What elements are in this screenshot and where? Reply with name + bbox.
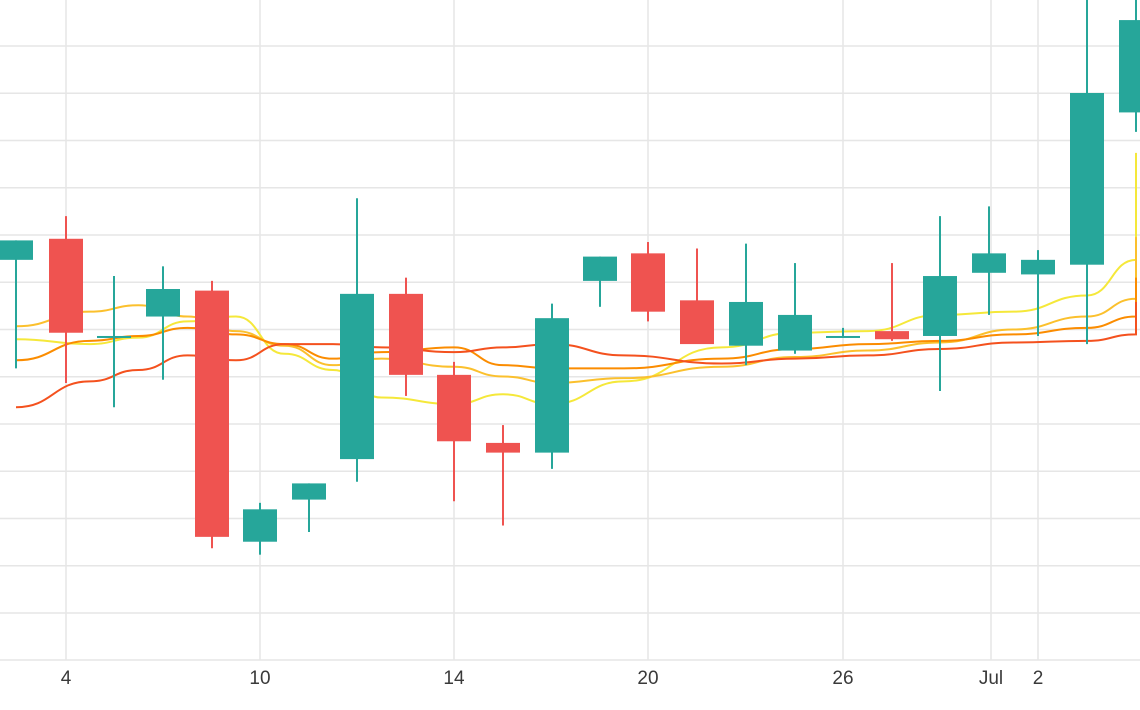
candle bbox=[875, 263, 909, 341]
x-tick-label: 26 bbox=[832, 668, 853, 689]
candle bbox=[97, 276, 131, 408]
candle-body bbox=[875, 331, 909, 340]
x-tick-label: 10 bbox=[249, 668, 270, 689]
candle bbox=[923, 216, 957, 392]
moving-average-lines bbox=[15, 152, 1138, 409]
candle bbox=[146, 266, 180, 380]
candle bbox=[486, 425, 520, 526]
candle-body bbox=[631, 253, 665, 312]
candle-body bbox=[826, 335, 860, 338]
moving-average-line bbox=[15, 237, 1137, 384]
candles bbox=[0, 0, 1140, 555]
candle bbox=[0, 240, 33, 369]
candle bbox=[826, 327, 860, 338]
candle-body bbox=[195, 290, 229, 537]
candle-body bbox=[972, 253, 1006, 273]
candle-body bbox=[97, 335, 131, 338]
candle-body bbox=[437, 374, 471, 442]
candle-body bbox=[778, 314, 812, 351]
x-tick-label: 20 bbox=[637, 668, 658, 689]
candle bbox=[292, 483, 326, 532]
candle bbox=[535, 303, 569, 469]
candle-body bbox=[1021, 259, 1055, 275]
candle-body bbox=[1119, 20, 1140, 113]
candle-body bbox=[146, 289, 180, 317]
candle bbox=[680, 248, 714, 345]
candle bbox=[972, 206, 1006, 315]
candle-body bbox=[535, 318, 569, 453]
x-tick-label: 2 bbox=[1033, 668, 1044, 689]
candle-body bbox=[729, 301, 763, 346]
x-tick-label: Jul bbox=[979, 668, 1003, 689]
candle-body bbox=[1070, 92, 1104, 265]
candle bbox=[1119, 0, 1140, 132]
moving-average-line bbox=[15, 152, 1138, 406]
gridlines bbox=[0, 0, 1140, 661]
candle-body bbox=[243, 509, 277, 542]
candle-body bbox=[583, 256, 617, 281]
candle bbox=[49, 216, 83, 383]
candle bbox=[195, 280, 229, 549]
candle bbox=[1070, 0, 1104, 345]
candle bbox=[437, 361, 471, 502]
x-axis-ticks: 4 10 14 20 26 Jul 2 bbox=[61, 668, 1044, 689]
candle bbox=[778, 263, 812, 354]
candle-body bbox=[292, 483, 326, 500]
candle bbox=[1021, 250, 1055, 336]
candle bbox=[340, 198, 374, 482]
candle-body bbox=[486, 442, 520, 453]
candle bbox=[729, 243, 763, 366]
candle-body bbox=[0, 240, 33, 260]
x-tick-label: 14 bbox=[443, 668, 465, 689]
moving-average-line bbox=[15, 301, 1137, 409]
x-tick-label: 4 bbox=[61, 668, 72, 689]
candle bbox=[243, 502, 277, 555]
candle-body bbox=[680, 300, 714, 345]
candle-body bbox=[923, 276, 957, 336]
candle-body bbox=[389, 293, 423, 375]
candle bbox=[631, 242, 665, 322]
candle bbox=[583, 256, 617, 307]
candle-body bbox=[49, 238, 83, 333]
candle-body bbox=[340, 293, 374, 460]
candle bbox=[389, 277, 423, 396]
